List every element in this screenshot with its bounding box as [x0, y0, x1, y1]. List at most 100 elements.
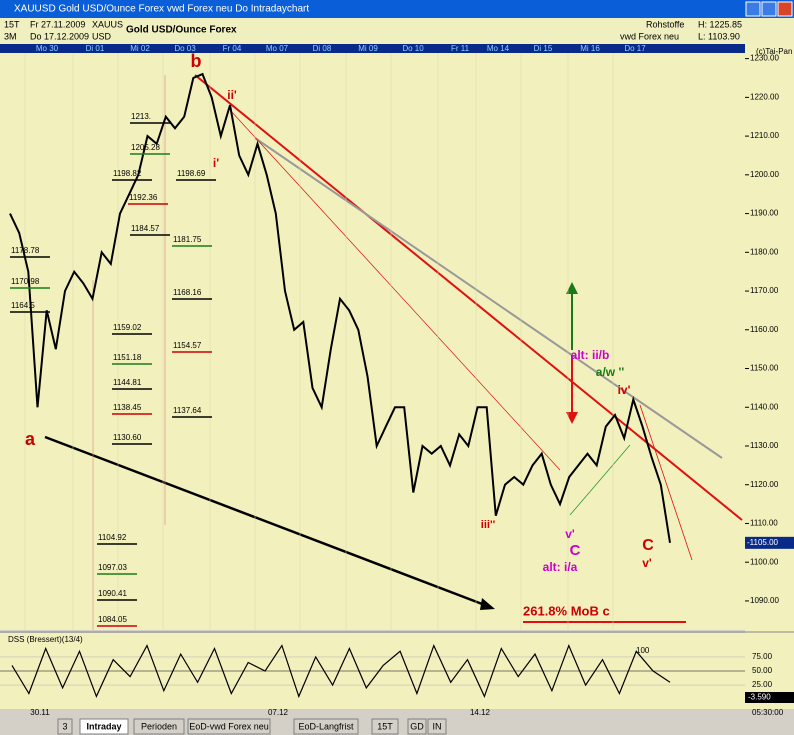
tab[interactable]	[427, 718, 447, 735]
tab[interactable]	[133, 718, 185, 735]
indicator-last: -3.590	[748, 693, 771, 702]
annotation: alt: ii/b	[571, 348, 610, 362]
level-label: 1198.82	[113, 169, 142, 178]
y-tick-label: 1180.00	[750, 247, 779, 256]
y-tick-label: 1190.00	[750, 209, 779, 218]
grey-trendline	[254, 137, 723, 459]
tab[interactable]	[293, 718, 359, 735]
interval: 15T	[4, 19, 20, 29]
time: 05:30:00	[752, 708, 784, 717]
level-label: 1097.03	[98, 563, 127, 572]
annotation: ii'	[227, 88, 237, 102]
level-label: 1090.41	[98, 589, 127, 598]
tab[interactable]	[407, 718, 427, 735]
level-label: 1192.36	[129, 193, 158, 202]
level-label: 1137.64	[173, 406, 202, 415]
thin-line	[229, 109, 561, 471]
red-trendline	[194, 74, 743, 521]
thin-line	[639, 404, 693, 561]
level-label: 1213.	[131, 112, 151, 121]
level-label: 1138.45	[113, 403, 142, 412]
annotation: C	[570, 542, 581, 559]
currency: USD	[92, 31, 112, 41]
tab-label[interactable]: 3	[62, 721, 67, 731]
annotation: C	[642, 537, 654, 554]
day-label: Fr 11	[451, 44, 470, 53]
annotation: a	[25, 429, 36, 449]
annotation: i'	[213, 156, 219, 170]
x-date: 07.12	[268, 708, 289, 717]
x-date: 14.12	[470, 708, 491, 717]
day-label: Mi 09	[358, 44, 378, 53]
y-tick-label: 1210.00	[750, 131, 779, 140]
tab[interactable]	[79, 718, 129, 735]
y-tick-label: 1110.00	[750, 519, 778, 528]
level-label: 1170.98	[11, 277, 40, 286]
tab-label[interactable]: EoD-Langfrist	[298, 721, 354, 731]
y-tick-label: 1230.00	[750, 54, 779, 63]
header	[0, 18, 794, 45]
y-tick-label: 1200.00	[750, 170, 779, 179]
low: L: 1103.90	[698, 31, 740, 41]
y-tick-label: 1170.00	[750, 286, 779, 295]
level-label: 1144.81	[113, 378, 142, 387]
minimize-button[interactable]	[745, 1, 761, 17]
day-label: Mo 14	[487, 44, 510, 53]
instrument-name: Gold USD/Ounce Forex	[126, 25, 237, 36]
to-date: Do 17.12.2009	[30, 31, 89, 41]
level-label: 1084.05	[98, 615, 127, 624]
annotation: v'	[565, 527, 575, 541]
indicator-name: DSS (Bressert)(13/4)	[8, 635, 83, 644]
level-label: 1205.28	[131, 143, 160, 152]
last-price-box	[745, 536, 794, 549]
tab-label[interactable]: EoD-vwd Forex neu	[189, 721, 269, 731]
tab[interactable]	[187, 718, 271, 735]
range: 3M	[4, 31, 17, 41]
indicator-tick-label: 25.00	[752, 680, 773, 689]
chart-area	[0, 53, 745, 630]
annotation: 261.8% MoB c	[523, 603, 610, 618]
level-label: 1130.60	[113, 433, 142, 442]
y-tick-label: 1160.00	[750, 325, 779, 334]
tab[interactable]	[371, 718, 399, 735]
level-label: 1164.5	[11, 301, 35, 310]
level-label: 1178.78	[11, 246, 40, 255]
from-date: Fr 27.11.2009	[30, 19, 85, 29]
tab-label[interactable]: Intraday	[86, 721, 121, 731]
day-label: Do 10	[402, 44, 424, 53]
arrowhead	[566, 412, 578, 424]
window-title: XAUUSD Gold USD/Ounce Forex vwd Forex ne…	[14, 4, 309, 15]
group: Rohstoffe	[646, 19, 684, 29]
price-axis	[745, 44, 794, 709]
last-price: -1105.00	[747, 538, 779, 547]
y-tick-label: 1150.00	[750, 364, 779, 373]
green-line	[569, 444, 631, 516]
y-tick-label: 1140.00	[750, 402, 779, 411]
annotation: a/w ''	[596, 365, 625, 379]
level-label: 1151.18	[113, 353, 142, 362]
tab[interactable]	[57, 718, 73, 735]
high: H: 1225.85	[698, 19, 742, 29]
source: vwd Forex neu	[620, 31, 679, 41]
maximize-button[interactable]	[761, 1, 777, 17]
annotation: iii''	[481, 519, 496, 531]
indicator-last-box	[745, 692, 794, 703]
level-label: 1104.92	[98, 533, 127, 542]
tab-label[interactable]: IN	[433, 721, 442, 731]
day-label: Di 15	[534, 44, 553, 53]
tab-label[interactable]: GD	[410, 721, 424, 731]
tab-label[interactable]: 15T	[377, 721, 393, 731]
day-label: Mo 07	[266, 44, 289, 53]
title-bar	[0, 0, 794, 18]
day-label: Mi 16	[580, 44, 600, 53]
day-label: Di 01	[86, 44, 105, 53]
day-strip	[0, 44, 745, 53]
trendlines	[44, 74, 743, 630]
x-date: 30.11	[30, 708, 50, 717]
arrowhead	[566, 282, 578, 294]
close-button[interactable]	[777, 1, 793, 17]
day-label: Fr 04	[223, 44, 242, 53]
tab-label[interactable]: Perioden	[141, 721, 177, 731]
level-label: 1168.16	[173, 288, 202, 297]
